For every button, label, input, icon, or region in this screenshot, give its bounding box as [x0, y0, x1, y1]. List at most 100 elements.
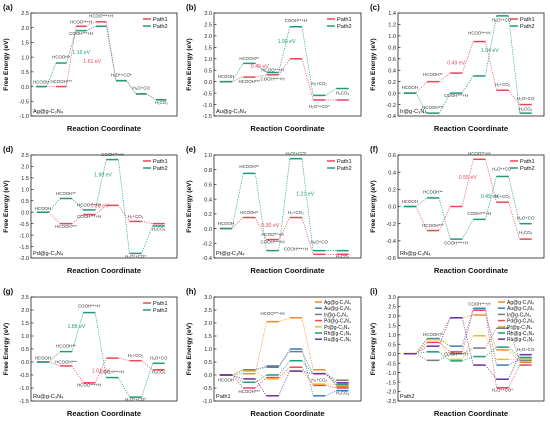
panel-h: -1.0 -0.5 0.0 0.5 1.0 1.5 2.0 2.5 3.0 (h) Free Ene…	[186, 287, 362, 418]
connector-line	[508, 364, 520, 388]
y-tick-label: 3.0	[388, 295, 396, 301]
connector-line	[461, 308, 474, 347]
connector-line	[415, 206, 428, 231]
y-axis-label: Free Energy (eV)	[3, 180, 10, 232]
y-axis-label: Free Energy (eV)	[186, 323, 193, 375]
x-axis-label: Reaction Coordinate	[434, 409, 508, 418]
connector-line	[301, 217, 314, 255]
y-tick-label: 0.0	[21, 85, 29, 91]
state-label: COOH**+H	[78, 303, 100, 308]
connector-line	[278, 360, 291, 376]
connector-line	[508, 15, 521, 114]
connector-line	[461, 159, 474, 207]
panel-g: -1.5 -1.0 -0.5 0.0 0.5 1.0 1.5 2.0 2.5 (g) Free En…	[3, 287, 178, 418]
y-tick-label: 0.0	[388, 352, 396, 358]
panel-label: (i)	[370, 287, 378, 296]
barrier-label: 1.90 eV	[278, 39, 296, 45]
y-tick-label: -1.5	[19, 399, 29, 405]
state-label: HCOOH	[218, 74, 234, 79]
state-label: H₂+CO₂	[495, 82, 511, 87]
connector-line	[485, 159, 497, 203]
y-tick-label: 0.0	[204, 227, 212, 233]
connector-line	[415, 339, 428, 354]
connector-line	[48, 198, 61, 213]
y-tick-label: 3.0	[204, 295, 212, 301]
legend-label: Ag@g-C₃N₄	[507, 300, 534, 306]
state-label: COOH**+H	[468, 302, 490, 307]
y-tick-label: -0.2	[386, 222, 396, 228]
barrier-label: 0.49 eV	[481, 194, 499, 200]
legend-label: Pd@g-C₃N₄	[507, 319, 534, 325]
panel-label: (f)	[370, 145, 378, 154]
legend-label: Au@g-C₃N₄	[507, 306, 534, 312]
legend-label: Path1	[520, 159, 535, 165]
connector-line	[255, 366, 267, 371]
panel-i: -2.5 -2.0 -1.5 -1.0 -0.5 0.0 0.5 1.0 1.5 2.0 2.5 3.…	[370, 287, 545, 418]
connector-line	[71, 312, 84, 352]
panel-a: -1.0 -0.5 0.0 0.5 1.0 1.5 2.0 2.5 (a) Free Energy…	[3, 3, 178, 133]
connector-line	[66, 30, 77, 64]
state-label: COOH**+H	[285, 18, 307, 23]
state-label: COOH***+H	[284, 247, 308, 252]
connector-line	[415, 353, 428, 361]
connector-line	[485, 308, 497, 366]
connector-line	[278, 158, 291, 251]
connector-line	[231, 373, 244, 376]
connector-line	[485, 41, 497, 91]
connector-line	[255, 377, 267, 389]
panel-e: -0.4 -0.2 0.0 0.2 0.4 0.6 0.8 1.0 (e) Free Energy…	[186, 145, 362, 275]
y-tick-label: 0.6	[388, 153, 396, 159]
connector-line	[46, 62, 57, 87]
connector-line	[254, 321, 267, 374]
x-axis-label: Reaction Coordinate	[434, 266, 508, 275]
y-tick-label: 0.0	[21, 360, 29, 366]
state-label: COOH***+H	[261, 77, 285, 82]
state-label: COOH***+H	[444, 240, 468, 245]
state-label: HCOOH**	[239, 56, 259, 61]
y-tick-label: 1.4	[388, 11, 396, 17]
connector-line	[485, 15, 497, 77]
connector-line	[255, 74, 267, 78]
connector-line	[485, 364, 497, 380]
x-axis-label: Reaction Coordinate	[67, 124, 141, 133]
y-tick-label: -0.4	[202, 256, 212, 262]
connector-line	[255, 378, 267, 396]
state-label: HCOO**+H	[70, 19, 92, 24]
connector-line	[141, 363, 153, 398]
y-tick-label: -1.0	[19, 233, 29, 239]
plot-frame	[397, 296, 545, 402]
y-axis-label: Free Energy (eV)	[186, 180, 193, 232]
y-tick-label: 0.8	[388, 46, 396, 52]
y-tick-label: 0.4	[204, 197, 212, 203]
y-tick-label: 1.5	[204, 46, 212, 52]
connector-line	[66, 26, 77, 87]
connector-line	[462, 356, 474, 362]
plot-frame	[213, 154, 362, 259]
connector-line	[71, 198, 84, 211]
panel-footer-label: Au@g-C₃N₄	[216, 109, 247, 115]
y-tick-label: 2.0	[21, 165, 29, 171]
y-tick-label: 1.0	[21, 188, 29, 194]
state-label: H₂O*+CO*	[492, 18, 513, 23]
state-label: H₂CO₃	[152, 370, 165, 375]
connector-line	[301, 360, 314, 374]
panel-b: -1.5 -1.0 -0.5 0.0 0.5 1.0 1.5 2.0 2.5 3.0 (b) Free…	[186, 3, 362, 133]
series-1	[403, 175, 532, 240]
y-tick-label: 1.0	[204, 57, 212, 63]
connector-line	[508, 354, 520, 380]
y-tick-label: -0.5	[386, 361, 396, 367]
connector-line	[48, 361, 61, 367]
connector-line	[415, 81, 428, 94]
y-tick-label: -2.5	[386, 399, 396, 405]
state-label: COOH***+H	[261, 239, 285, 244]
legend-label: Pt@g-C₃N₄	[507, 325, 533, 331]
y-tick-label: 1.0	[204, 153, 212, 159]
state-label: H₂+CO₂	[128, 214, 144, 219]
connector-line	[301, 158, 314, 251]
connector-line	[438, 353, 451, 361]
panel-f: -0.6 -0.4 -0.2 0.0 0.2 0.4 0.6 (f) Free Energy (…	[370, 145, 545, 275]
barrier-label: 1.88 eV	[67, 324, 85, 330]
connector-line	[141, 221, 153, 225]
plot-frame	[30, 154, 178, 259]
